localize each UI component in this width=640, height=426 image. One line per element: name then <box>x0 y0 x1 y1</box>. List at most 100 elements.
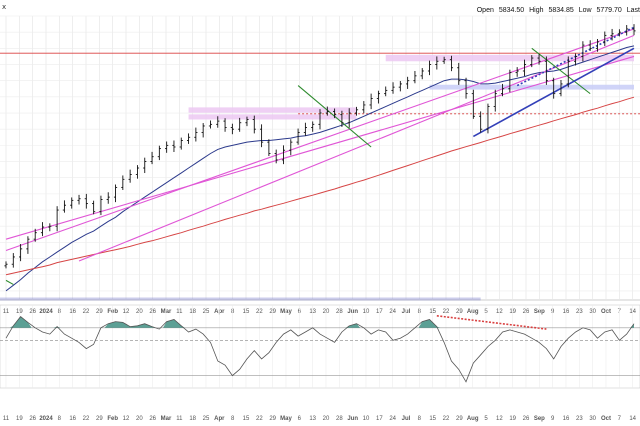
price-x-tick-label: 28 <box>336 309 343 315</box>
indicator-x-tick-label: 8 <box>58 416 62 422</box>
indicator-x-tick-label: 7 <box>618 416 622 422</box>
indicator-x-tick-label: 26 <box>149 416 156 422</box>
price-x-tick-label: 14 <box>629 309 636 315</box>
price-x-tick-label: 13 <box>309 309 316 315</box>
price-x-tick-label: 16 <box>69 309 76 315</box>
price-x-tick-label: 25 <box>203 309 210 315</box>
indicator-x-tick-label: May <box>280 416 292 422</box>
indicator-x-tick-label: 19 <box>16 416 23 422</box>
price-x-tick-label: 16 <box>563 309 570 315</box>
indicator-x-tick-label: 22 <box>83 416 90 422</box>
price-x-tick-label: 15 <box>243 309 250 315</box>
price-x-tick-label: 7 <box>618 309 622 315</box>
low-value: 5779.70 <box>596 7 622 14</box>
price-zone <box>385 54 634 62</box>
ohlc-readout: Open 5834.50 High 5834.85 Low 5779.70 La… <box>474 7 640 14</box>
indicator-x-tick-label: 12 <box>496 416 503 422</box>
price-x-tick-label: 26 <box>149 309 156 315</box>
price-x-tick-label: 11 <box>3 309 10 315</box>
moving-averages <box>5 45 635 292</box>
indicator-x-tick-label: 29 <box>96 416 103 422</box>
indicator-line <box>5 316 635 383</box>
divergence-line <box>436 314 547 330</box>
indicator-x-tick-label: 20 <box>323 416 330 422</box>
price-x-tick-label: 10 <box>363 309 370 315</box>
price-x-tick-label: 29 <box>96 309 103 315</box>
indicator-x-tick-label: Aug <box>467 416 479 422</box>
price-x-tick-label: 17 <box>376 309 383 315</box>
open-value: 5834.50 <box>498 7 525 14</box>
indicator-x-tick-label: 12 <box>123 416 130 422</box>
price-x-tick-label: 20 <box>136 309 143 315</box>
price-x-tick-label: Mar <box>161 309 172 315</box>
high-value: 5834.85 <box>548 7 574 14</box>
price-x-tick-label: May <box>280 309 292 315</box>
indicator-x-tick-label: 2024 <box>39 416 53 422</box>
price-x-tick-label: 8 <box>418 309 422 315</box>
indicator-overbought-fill <box>104 321 156 328</box>
price-x-tick-label: 22 <box>443 309 450 315</box>
price-x-tick-label: 2024 <box>39 309 53 315</box>
indicator-x-tick-label: 29 <box>269 416 276 422</box>
price-zone <box>429 84 634 90</box>
indicator-x-tick-label: 10 <box>363 416 370 422</box>
open-label: Open <box>476 7 494 14</box>
indicator-x-tick-label: 28 <box>336 416 343 422</box>
indicator-x-tick-label: Mar <box>161 416 172 422</box>
indicator-x-tick-label: 13 <box>309 416 316 422</box>
indicator-overbought-fill <box>9 316 32 328</box>
last-label: Last <box>626 7 640 14</box>
indicator-x-tick-label: 17 <box>376 416 383 422</box>
price-x-tick-label: 15 <box>429 309 436 315</box>
indicator-x-tick-label: 22 <box>443 416 450 422</box>
price-x-tick-label: 6 <box>298 309 302 315</box>
price-x-tick-label: Apr <box>214 309 225 315</box>
price-x-tick-label: 12 <box>496 309 503 315</box>
trendline <box>531 47 591 95</box>
indicator-x-tick-label: 9 <box>551 416 555 422</box>
indicator-x-tick-label: Apr <box>214 416 225 422</box>
indicator-x-tick-label: 20 <box>136 416 143 422</box>
indicator-x-tick-label: 16 <box>69 416 76 422</box>
indicator-x-tick-label: 25 <box>203 416 210 422</box>
indicator-x-tick-label: Jun <box>347 416 358 422</box>
indicator-x-tick-label: 8 <box>231 416 235 422</box>
indicator-x-tick-label: 30 <box>589 416 596 422</box>
indicator-x-tick-label: 26 <box>523 416 530 422</box>
price-x-tick-label: 29 <box>269 309 276 315</box>
price-x-tick-label: 22 <box>256 309 263 315</box>
trendline <box>5 279 14 285</box>
price-x-tick-label: 8 <box>231 309 235 315</box>
price-x-tick-label: 5 <box>484 309 488 315</box>
indicator-overbought-fill <box>163 319 185 328</box>
corner-label: x <box>2 3 7 11</box>
indicator-x-tick-label: 22 <box>256 416 263 422</box>
indicator-grid <box>0 304 640 389</box>
indicator-x-tick-label: 29 <box>456 416 463 422</box>
price-grid <box>0 15 640 301</box>
price-x-tick-label: 26 <box>29 309 36 315</box>
price-zone <box>188 107 357 113</box>
indicator-x-tick-label: 26 <box>29 416 36 422</box>
indicator-x-tick-label: Oct <box>601 416 611 422</box>
indicator-x-tick-label: Sep <box>534 416 545 422</box>
trendline <box>78 34 635 262</box>
price-x-tick-label: 19 <box>16 309 23 315</box>
indicator-frame <box>0 304 640 389</box>
trendline <box>5 28 635 252</box>
price-x-tick-label: 8 <box>58 309 62 315</box>
price-x-tick-label: 19 <box>509 309 516 315</box>
indicator-x-axis: 11 19 26 2024 8 16 22 29 Feb 12 20 26 Mar 11 18 25 Apr 8 1… <box>3 416 637 422</box>
indicator-x-tick-label: 19 <box>509 416 516 422</box>
high-label: High <box>529 7 544 14</box>
indicator-x-tick-label: 23 <box>576 416 583 422</box>
indicator-annotations <box>436 314 547 330</box>
indicator-overbought-fill <box>345 323 361 328</box>
price-x-tick-label: 23 <box>576 309 583 315</box>
price-x-tick-label: 9 <box>551 309 555 315</box>
indicator-x-tick-label: 18 <box>189 416 196 422</box>
price-x-tick-label: 22 <box>83 309 90 315</box>
price-zone <box>188 114 357 120</box>
price-x-tick-label: 24 <box>389 309 396 315</box>
